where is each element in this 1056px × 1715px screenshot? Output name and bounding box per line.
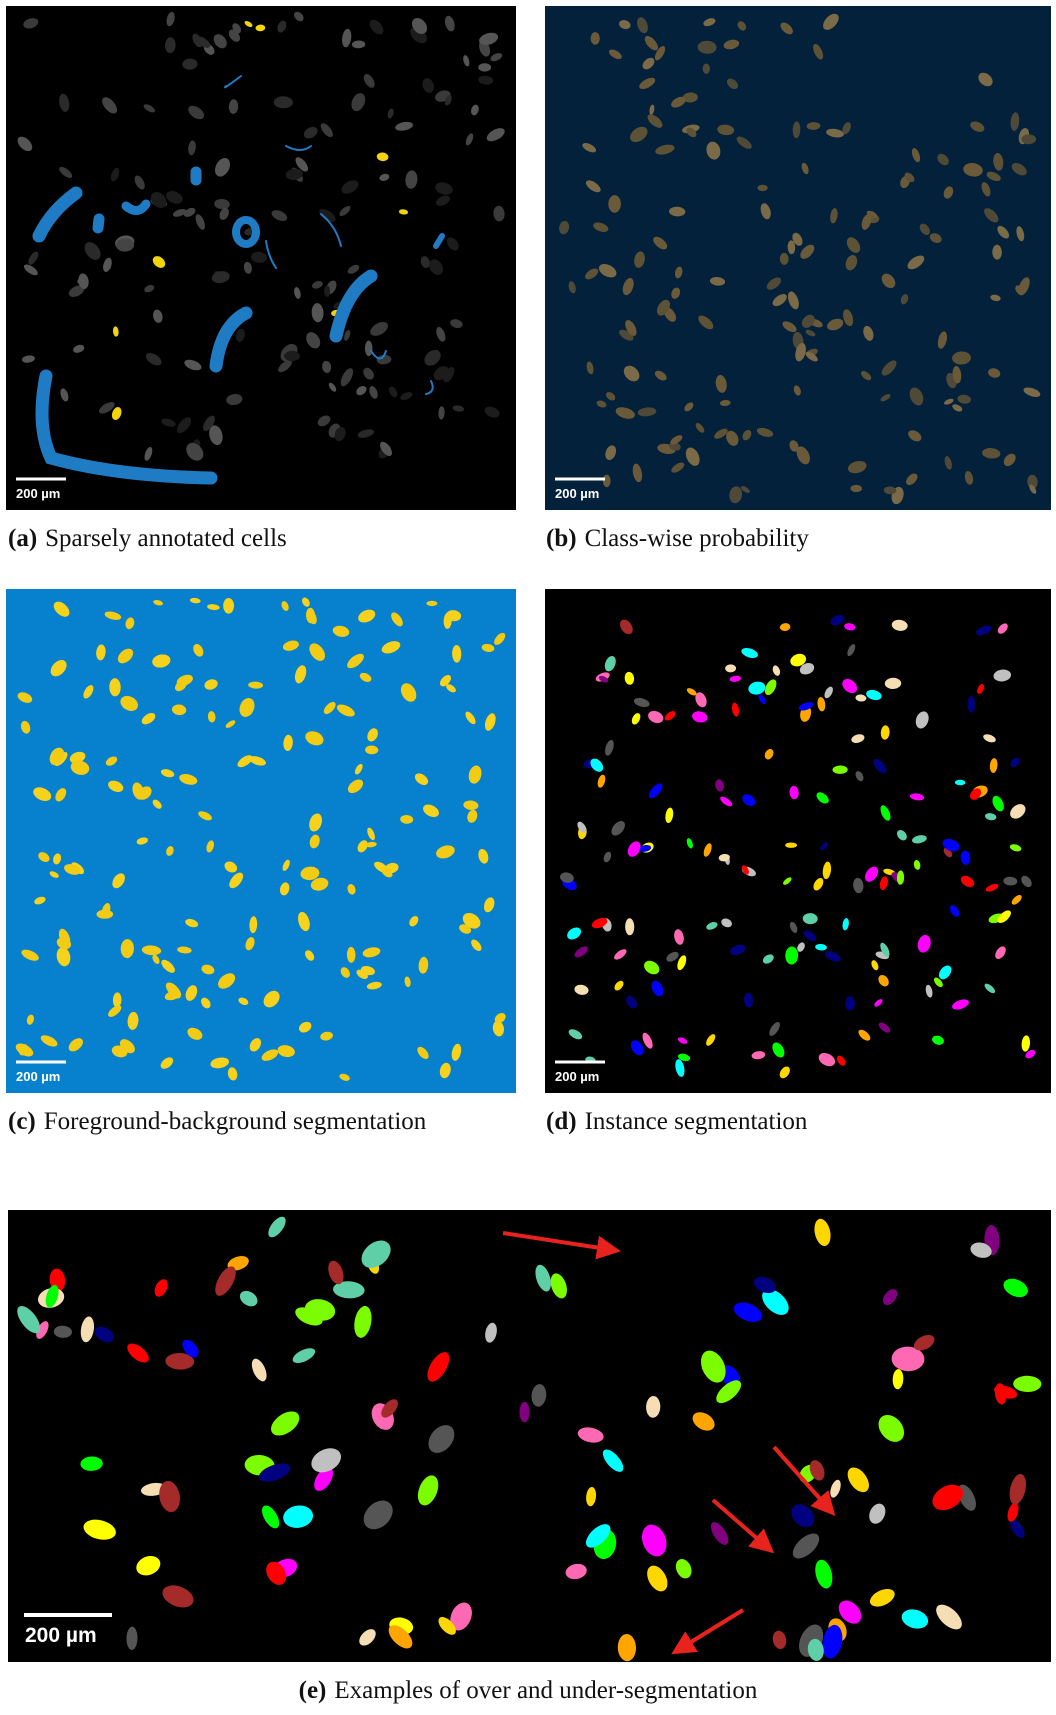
panel-e-image: 200 µm xyxy=(8,1210,1051,1662)
cell xyxy=(785,843,797,848)
panel-a-image: 200 µm xyxy=(6,6,516,510)
background xyxy=(545,6,1051,510)
caption-text: Examples of over and under-segmentation xyxy=(334,1677,757,1704)
caption-text: Sparsely annotated cells xyxy=(45,525,287,552)
background xyxy=(6,589,516,1093)
cell xyxy=(324,285,330,296)
scale-bar-label: 200 µm xyxy=(25,1624,97,1647)
cell xyxy=(97,910,114,919)
cell xyxy=(757,185,767,191)
cell xyxy=(77,278,87,285)
panel-c-image: 200 µm xyxy=(6,589,516,1093)
caption-label: (a) xyxy=(8,525,37,552)
scale-bar-label: 200 µm xyxy=(16,486,60,501)
scale-bar-label: 200 µm xyxy=(555,1069,599,1084)
scale-bar-label: 200 µm xyxy=(555,486,599,501)
caption-label: (c) xyxy=(8,1108,36,1135)
caption-label: (e) xyxy=(299,1677,327,1704)
scale-bar-label: 200 µm xyxy=(16,1069,60,1084)
cell xyxy=(426,601,437,606)
caption: (a) Sparsely annotated cells xyxy=(8,520,287,557)
cell xyxy=(967,696,975,713)
caption: (b) Class-wise probability xyxy=(546,520,809,557)
cell xyxy=(365,341,373,357)
caption: (d) Instance segmentation xyxy=(546,1103,807,1140)
cell xyxy=(478,63,491,71)
caption: (e) Examples of over and under-segmentati… xyxy=(0,1672,1056,1709)
caption-text: Instance segmentation xyxy=(585,1108,808,1135)
panel-d-image: 200 µm xyxy=(545,589,1051,1093)
cell xyxy=(591,32,600,45)
stroke xyxy=(98,219,99,228)
caption: (c) Foreground-background segmentation xyxy=(8,1103,513,1140)
caption-label: (d) xyxy=(546,1108,577,1135)
cell xyxy=(223,598,234,614)
cell xyxy=(845,996,855,1010)
caption-label: (b) xyxy=(546,525,577,552)
caption-text: Foreground-background segmentation xyxy=(44,1108,427,1135)
panel-b-image: 200 µm xyxy=(545,6,1051,510)
caption-text: Class-wise probability xyxy=(585,525,809,552)
cell xyxy=(520,1402,530,1422)
page: 200 µm (a) Sparsely annotated cells 200 µ… xyxy=(0,0,1056,1715)
